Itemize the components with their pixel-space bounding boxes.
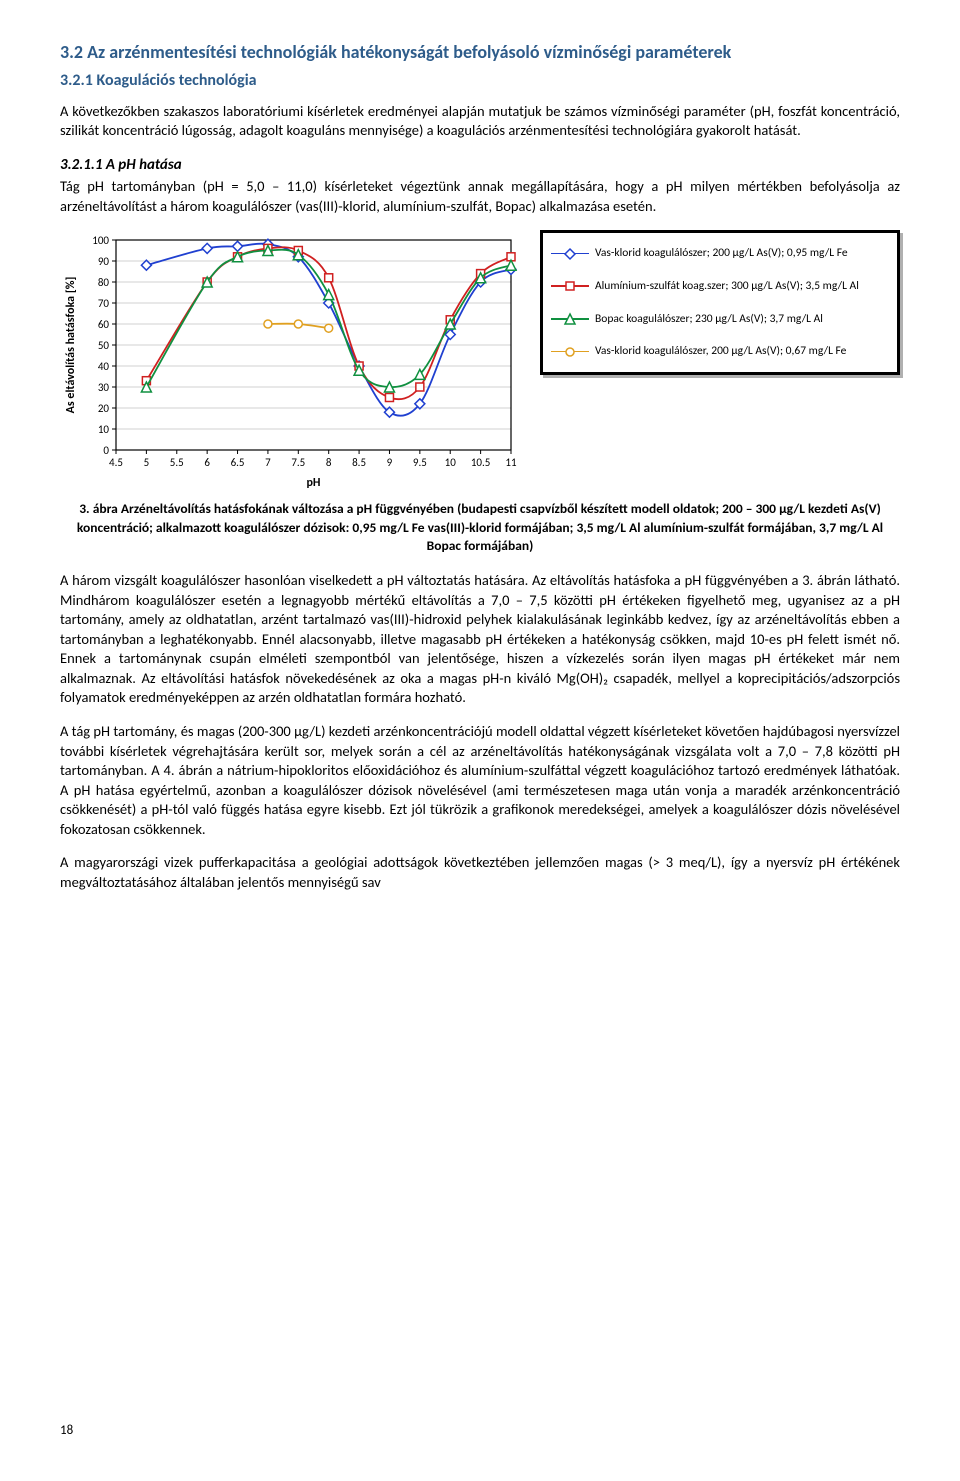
legend-item: Vas-klorid koagulálószer; 200 µg/L As(V)…	[551, 243, 889, 264]
svg-text:pH: pH	[306, 476, 320, 490]
svg-text:90: 90	[98, 255, 110, 268]
legend-label: Bopac koagulálószer; 230 µg/L As(V); 3,7…	[595, 309, 823, 330]
body-paragraph-1: A három vizsgált koagulálószer hasonlóan…	[60, 571, 900, 708]
svg-text:As eltávolítás hatásfoka [%]: As eltávolítás hatásfoka [%]	[64, 277, 78, 414]
svg-text:70: 70	[98, 297, 110, 310]
svg-text:7: 7	[265, 456, 271, 469]
svg-text:9: 9	[387, 456, 393, 469]
legend-item: Bopac koagulálószer; 230 µg/L As(V); 3,7…	[551, 309, 889, 330]
ph-subheading: 3.2.1.1 A pH hatása	[60, 155, 900, 175]
svg-text:9.5: 9.5	[413, 456, 427, 469]
ph-paragraph: Tág pH tartományban (pH = 5,0 – 11,0) kí…	[60, 177, 900, 216]
legend-label: Vas-klorid koagulálószer; 200 µg/L As(V)…	[595, 243, 848, 264]
svg-text:80: 80	[98, 276, 110, 289]
svg-text:8.5: 8.5	[352, 456, 366, 469]
chart-legend: Vas-klorid koagulálószer; 200 µg/L As(V)…	[540, 230, 900, 375]
chart-row: 01020304050607080901004.555.566.577.588.…	[60, 230, 900, 490]
legend-label: Vas-klorid koagulálószer, 200 µg/L As(V)…	[595, 341, 846, 362]
svg-text:30: 30	[98, 381, 110, 394]
subsection-heading: 3.2.1 Koagulációs technológia	[60, 70, 900, 92]
svg-text:8: 8	[326, 456, 332, 469]
page-number: 18	[60, 1422, 73, 1440]
line-chart: 01020304050607080901004.555.566.577.588.…	[60, 230, 530, 490]
svg-text:20: 20	[98, 402, 110, 415]
svg-text:5: 5	[144, 456, 150, 469]
body-paragraph-2: A tág pH tartomány, és magas (200-300 µg…	[60, 722, 900, 839]
svg-text:4.5: 4.5	[109, 456, 123, 469]
intro-paragraph: A következőkben szakaszos laboratóriumi …	[60, 102, 900, 141]
svg-text:60: 60	[98, 318, 110, 331]
svg-text:10: 10	[98, 423, 110, 436]
svg-text:6.5: 6.5	[231, 456, 245, 469]
svg-text:7.5: 7.5	[291, 456, 305, 469]
svg-text:100: 100	[92, 234, 109, 247]
legend-label: Alumínium-szulfát koag.szer; 300 µg/L As…	[595, 276, 859, 297]
svg-text:50: 50	[98, 339, 110, 352]
body-paragraph-3: A magyarországi vizek pufferkapacitása a…	[60, 853, 900, 892]
figure-caption: 3. ábra Arzéneltávolítás hatásfokának vá…	[60, 500, 900, 555]
svg-text:11: 11	[505, 456, 517, 469]
svg-text:10: 10	[445, 456, 457, 469]
legend-item: Alumínium-szulfát koag.szer; 300 µg/L As…	[551, 276, 889, 297]
svg-text:10.5: 10.5	[471, 456, 491, 469]
legend-item: Vas-klorid koagulálószer, 200 µg/L As(V)…	[551, 341, 889, 362]
section-heading: 3.2 Az arzénmentesítési technológiák hat…	[60, 40, 900, 64]
svg-text:40: 40	[98, 360, 110, 373]
svg-text:6: 6	[204, 456, 210, 469]
svg-text:5.5: 5.5	[170, 456, 184, 469]
